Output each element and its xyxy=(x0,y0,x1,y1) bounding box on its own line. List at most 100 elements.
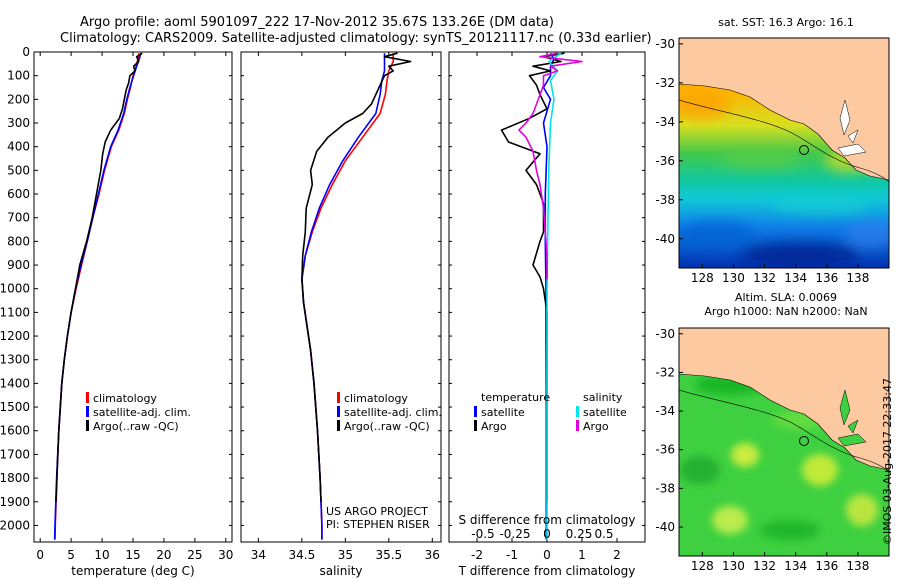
argo-float-marker xyxy=(799,436,809,446)
x-tick-label: 25 xyxy=(187,548,202,562)
lat-tick-label: -32 xyxy=(655,365,675,379)
y-tick-label: 1100 xyxy=(0,305,30,319)
x-tick-label: 34.5 xyxy=(289,548,316,562)
legend-text-argo: Argo(..raw -QC) xyxy=(93,420,179,433)
y-tick-label: 2000 xyxy=(0,518,30,532)
x-tick-label: 30 xyxy=(218,548,233,562)
header-line-2: Climatology: CARS2009. Satellite-adjuste… xyxy=(60,31,652,46)
legend-text-t-satellite: satellite xyxy=(481,406,525,419)
sla-map-lat-ticks: -30 -32 -34 -36 -38 -40 xyxy=(655,327,683,534)
s-tick-label: -0.5 xyxy=(471,527,494,541)
lat-tick-label: -30 xyxy=(655,37,675,51)
lon-tick-label: 134 xyxy=(784,559,807,573)
lon-tick-label: 130 xyxy=(722,271,745,285)
y-tick-label: 1300 xyxy=(0,353,30,367)
lat-tick-label: -40 xyxy=(655,232,675,246)
temperature-ticks: 0 5 10 15 20 25 30 xyxy=(36,51,233,562)
legend-text-t-argo: Argo xyxy=(481,420,507,433)
pressure-ticks: 0 100 200 300 400 500 600 700 800 900 1000 1100 1200… xyxy=(0,45,38,532)
sla-map: Altim. SLA: 0.0069 Argo h1000: NaN h2000… xyxy=(655,291,890,573)
legend-mark-satellite xyxy=(337,406,340,417)
y-tick-label: 900 xyxy=(7,258,30,272)
legend-mark-argo xyxy=(337,420,340,431)
x-tick-label: 0 xyxy=(543,548,551,562)
lon-tick-label: 132 xyxy=(753,559,776,573)
sst-map-lat-ticks: -30 -32 -34 -36 -38 -40 xyxy=(655,37,683,246)
shelf-contour xyxy=(679,99,889,183)
y-tick-label: 1600 xyxy=(0,424,30,438)
kangaroo-island xyxy=(837,419,867,447)
x-tick-label: 20 xyxy=(156,548,171,562)
australia-land xyxy=(679,328,889,471)
x-tick-label: 34 xyxy=(251,548,266,562)
legend-mark-climatology xyxy=(86,392,89,403)
x-tick-label: -1 xyxy=(506,548,518,562)
legend-mark-t-argo xyxy=(474,420,477,431)
x-tick-label: 2 xyxy=(613,548,621,562)
lon-tick-label: 132 xyxy=(753,271,776,285)
legend-text-argo: Argo(..raw -QC) xyxy=(344,420,430,433)
spencer-gulf xyxy=(839,99,851,136)
temperature-xlabel: temperature (deg C) xyxy=(71,564,194,578)
x-tick-label: 36 xyxy=(425,548,440,562)
sla-field xyxy=(679,328,889,556)
s-tick-label: -0.25 xyxy=(499,527,530,541)
lon-tick-label: 128 xyxy=(691,271,714,285)
s-difference-ticks: -0.5 -0.25 0 0.25 0.5 xyxy=(471,527,613,541)
temperature-lines xyxy=(53,52,143,540)
t-difference-label: T difference from climatology xyxy=(458,564,636,578)
sla-map-subtitle: Argo h1000: NaN h2000: NaN xyxy=(704,305,867,318)
y-tick-label: 500 xyxy=(7,163,30,177)
sla-map-title: Altim. SLA: 0.0069 xyxy=(735,291,837,304)
legend-mark-argo xyxy=(86,420,89,431)
legend-mark-t-satellite xyxy=(474,406,477,417)
difference-ticks: -2 -1 0 1 2 xyxy=(449,51,645,562)
spencer-gulf xyxy=(839,389,851,426)
y-tick-label: 1800 xyxy=(0,471,30,485)
lat-tick-label: -36 xyxy=(655,154,675,168)
imos-timestamp: ©IMOS 03-Aug-2017 22:33:47 xyxy=(881,378,894,545)
sla-map-lon-ticks: 128 130 132 134 136 138 xyxy=(691,552,869,573)
s-tick-label: 0.25 xyxy=(566,527,593,541)
y-tick-label: 100 xyxy=(7,69,30,83)
lon-tick-label: 136 xyxy=(815,559,838,573)
s-tick-label: 0.5 xyxy=(594,527,613,541)
legend-mark-satellite xyxy=(86,406,89,417)
lon-tick-label: 138 xyxy=(846,559,869,573)
lon-tick-label: 134 xyxy=(784,271,807,285)
kangaroo-island xyxy=(837,129,867,157)
series-line-s-argo xyxy=(518,52,583,280)
legend-text-satellite: satellite-adj. clim. xyxy=(93,406,191,419)
legend-header-temperature: temperature xyxy=(481,391,550,404)
difference-lines xyxy=(500,52,583,540)
difference-legend: temperature salinity satellite Argo sate… xyxy=(474,391,627,433)
header-line-1: Argo profile: aoml 5901097_222 17-Nov-20… xyxy=(80,15,554,30)
sla-map-frame xyxy=(678,327,890,557)
temperature-legend: climatology satellite-adj. clim. Argo(..… xyxy=(86,392,191,433)
y-tick-label: 400 xyxy=(7,140,30,154)
y-tick-label: 0 xyxy=(22,45,30,59)
salinity-axes xyxy=(240,51,442,543)
sst-map-lon-ticks: 128 130 132 134 136 138 xyxy=(691,264,869,285)
y-tick-label: 300 xyxy=(7,116,30,130)
salinity-legend: climatology satellite-adj. clim. Argo(..… xyxy=(337,392,442,433)
x-tick-label: 1 xyxy=(578,548,586,562)
y-tick-label: 200 xyxy=(7,92,30,106)
sst-field xyxy=(679,38,889,268)
legend-text-climatology: climatology xyxy=(344,392,408,405)
sst-map-frame xyxy=(678,37,890,269)
lat-tick-label: -40 xyxy=(655,520,675,534)
x-tick-label: 35.5 xyxy=(375,548,402,562)
y-tick-label: 700 xyxy=(7,211,30,225)
temperature-axes xyxy=(33,51,233,543)
difference-panel: -2 -1 0 1 2 S difference from climatology -0… xyxy=(448,51,646,578)
legend-text-s-argo: Argo xyxy=(583,420,609,433)
salinity-lines xyxy=(301,52,412,540)
legend-text-s-satellite: satellite xyxy=(583,406,627,419)
argo-float-marker xyxy=(799,145,809,155)
y-tick-label: 1700 xyxy=(0,447,30,461)
lat-tick-label: -38 xyxy=(655,193,675,207)
s-difference-label: S difference from climatology xyxy=(459,513,636,527)
sst-map: sat. SST: 16.3 Argo: 16.1 128 130 132 134 13… xyxy=(655,16,890,285)
